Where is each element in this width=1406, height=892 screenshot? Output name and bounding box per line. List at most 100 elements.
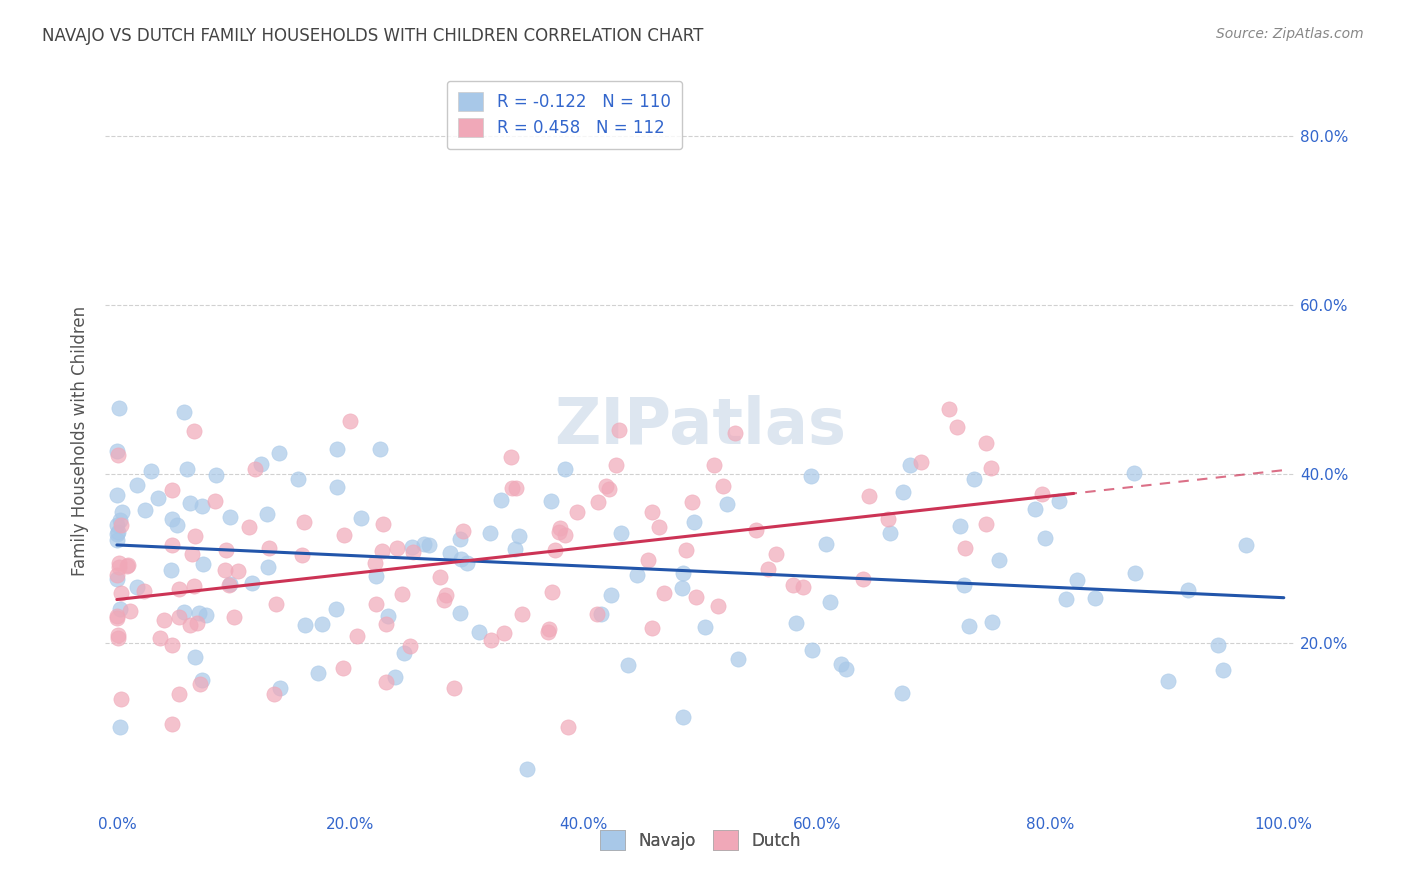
Point: [375, 675, 398, 690]
Point: [107, 448, 129, 462]
Text: ZIPatlas: ZIPatlas: [554, 394, 846, 457]
Point: [540, 494, 562, 508]
Point: [108, 401, 131, 415]
Point: [215, 543, 238, 558]
Point: [600, 588, 623, 602]
Point: [695, 620, 717, 634]
Point: [450, 551, 472, 566]
Y-axis label: Family Households with Children: Family Households with Children: [72, 305, 89, 575]
Point: [339, 414, 361, 428]
Point: [108, 513, 131, 527]
Point: [326, 442, 349, 457]
Point: [191, 673, 214, 687]
Point: [167, 687, 190, 701]
Point: [1212, 663, 1234, 677]
Point: [945, 420, 967, 434]
Point: [259, 541, 281, 555]
Point: [186, 615, 208, 630]
Point: [616, 657, 638, 672]
Point: [346, 629, 368, 643]
Point: [1122, 466, 1144, 480]
Point: [1177, 582, 1199, 597]
Point: [976, 436, 998, 450]
Point: [418, 538, 440, 552]
Point: [443, 681, 465, 696]
Point: [257, 560, 280, 574]
Point: [711, 479, 734, 493]
Point: [194, 608, 217, 623]
Point: [727, 651, 749, 665]
Point: [852, 572, 875, 586]
Point: [1031, 487, 1053, 501]
Point: [398, 639, 420, 653]
Point: [193, 558, 215, 572]
Point: [325, 601, 347, 615]
Point: [481, 633, 503, 648]
Point: [256, 507, 278, 521]
Point: [724, 425, 747, 440]
Point: [108, 602, 131, 616]
Point: [370, 544, 392, 558]
Point: [1066, 574, 1088, 588]
Point: [146, 491, 169, 505]
Point: [898, 458, 921, 472]
Point: [439, 546, 461, 560]
Point: [508, 529, 530, 543]
Point: [311, 617, 333, 632]
Point: [117, 558, 139, 572]
Point: [557, 721, 579, 735]
Point: [181, 547, 204, 561]
Point: [785, 616, 807, 631]
Point: [675, 543, 697, 558]
Point: [548, 521, 571, 535]
Point: [554, 528, 576, 542]
Point: [598, 482, 620, 496]
Point: [672, 566, 695, 580]
Point: [166, 517, 188, 532]
Point: [835, 662, 858, 676]
Point: [111, 505, 134, 519]
Point: [392, 646, 415, 660]
Point: [683, 516, 706, 530]
Point: [228, 564, 250, 578]
Point: [814, 537, 837, 551]
Point: [264, 597, 287, 611]
Point: [451, 524, 474, 539]
Point: [249, 457, 271, 471]
Point: [434, 588, 457, 602]
Point: [176, 461, 198, 475]
Point: [877, 512, 900, 526]
Point: [222, 610, 245, 624]
Point: [607, 423, 630, 437]
Point: [127, 478, 149, 492]
Point: [501, 481, 523, 495]
Point: [162, 512, 184, 526]
Point: [374, 617, 396, 632]
Point: [672, 710, 695, 724]
Point: [1123, 566, 1146, 580]
Point: [567, 505, 589, 519]
Point: [132, 584, 155, 599]
Point: [858, 489, 880, 503]
Point: [188, 606, 211, 620]
Point: [105, 610, 128, 624]
Point: [240, 576, 263, 591]
Point: [891, 686, 914, 700]
Point: [107, 518, 129, 533]
Point: [105, 443, 128, 458]
Point: [957, 618, 980, 632]
Point: [641, 621, 664, 635]
Point: [554, 461, 576, 475]
Legend: Navajo, Dutch: Navajo, Dutch: [593, 823, 807, 856]
Point: [1054, 591, 1077, 606]
Point: [1047, 494, 1070, 508]
Point: [949, 518, 972, 533]
Point: [544, 543, 567, 558]
Point: [830, 657, 852, 671]
Point: [987, 553, 1010, 567]
Point: [167, 582, 190, 596]
Point: [429, 569, 451, 583]
Point: [449, 606, 471, 620]
Point: [792, 580, 814, 594]
Point: [605, 458, 627, 473]
